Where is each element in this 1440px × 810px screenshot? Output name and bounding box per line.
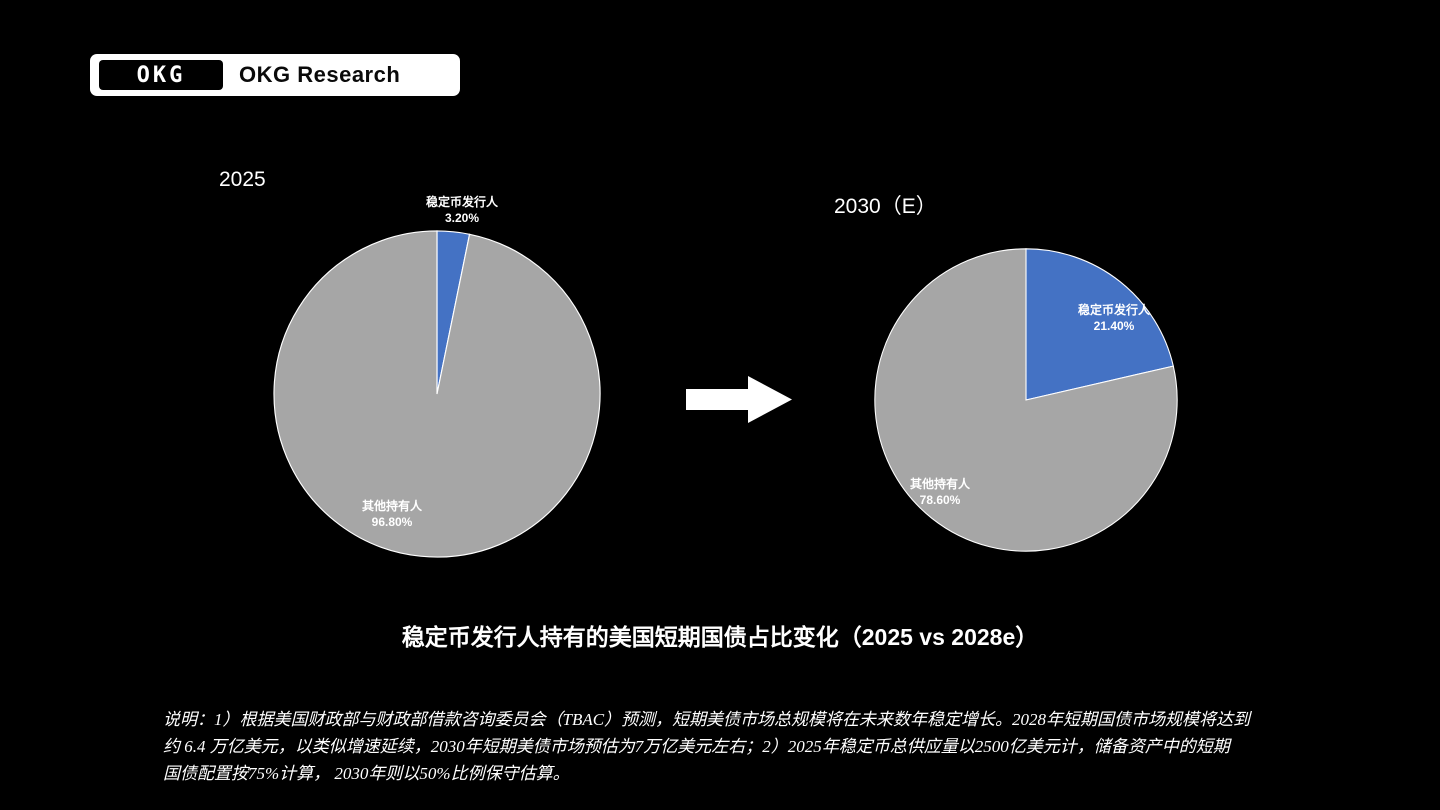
okg-logo-text: OKG Research [239, 62, 401, 87]
footnote: 说明：1）根据美国财政部与财政部借款咨询委员会（TBAC）预测，短期美债市场总规… [163, 706, 1358, 787]
footnote-line-1: 说明：1）根据美国财政部与财政部借款咨询委员会（TBAC）预测，短期美债市场总规… [163, 710, 1251, 729]
label-2025-stablecoin: 稳定币发行人 3.20% [392, 194, 532, 226]
pie-2030-title: 2030（E） [834, 195, 937, 218]
footnote-line-3: 国债配置按75%计算， 2030年则以50%比例保守估算。 [163, 764, 570, 783]
label-2025-stablecoin-name: 稳定币发行人 [425, 195, 498, 209]
okg-logo-mark: OKG [99, 60, 223, 90]
pie-2025-title: 2025 [219, 168, 266, 191]
pie-chart-2025 [273, 230, 601, 558]
label-2025-others-value: 96.80% [371, 515, 413, 529]
chart-caption: 稳定币发行人持有的美国短期国债占比变化（2025 vs 2028e） [401, 624, 1039, 650]
right-arrow-icon [686, 376, 792, 423]
pie-chart-2030 [874, 248, 1178, 552]
footnote-line-2: 约 6.4 万亿美元，以类似增速延续，2030年短期美债市场预估为7万亿美元左右… [163, 737, 1230, 756]
label-2030-stablecoin-value: 21.40% [1093, 319, 1135, 333]
label-2030-others: 其他持有人 78.60% [870, 476, 1010, 508]
label-2030-stablecoin-name: 稳定币发行人 [1077, 303, 1150, 317]
okg-logo: OKG OKG Research [90, 54, 460, 96]
label-2030-others-name: 其他持有人 [909, 477, 970, 491]
label-2030-others-value: 78.60% [919, 493, 961, 507]
label-2025-stablecoin-value: 3.20% [444, 211, 480, 225]
okg-logo-mark-text: OKG [136, 62, 186, 88]
label-2025-others: 其他持有人 96.80% [322, 498, 462, 530]
label-2025-others-name: 其他持有人 [361, 499, 422, 513]
label-2030-stablecoin: 稳定币发行人 21.40% [1044, 302, 1184, 334]
